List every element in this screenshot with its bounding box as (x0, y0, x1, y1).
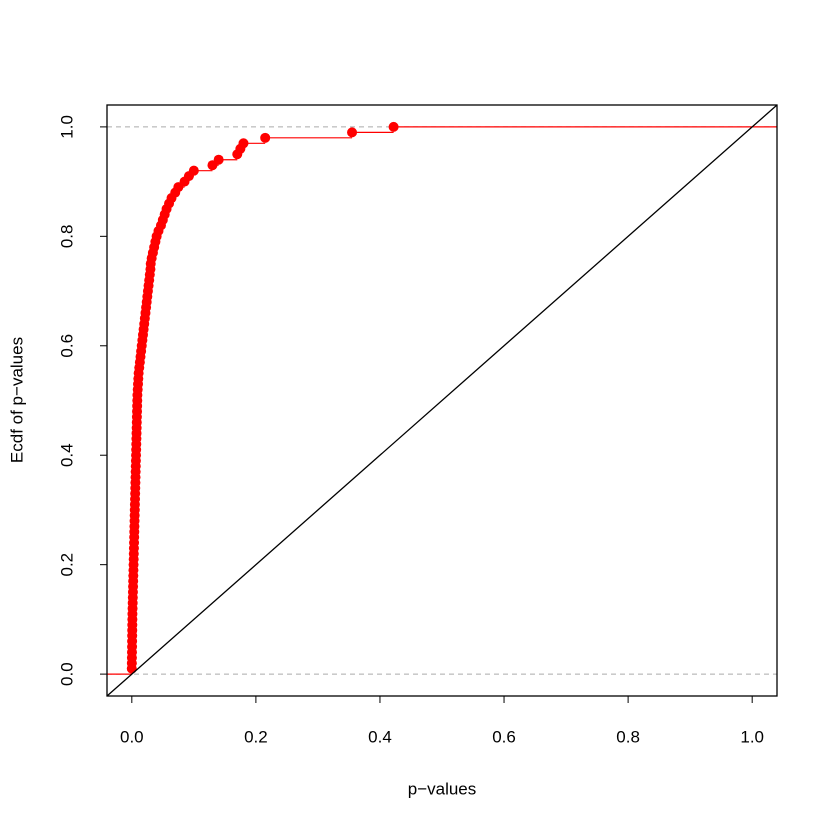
x-tick-label: 0.2 (244, 727, 268, 746)
ecdf-point (213, 154, 224, 165)
x-tick-label: 0.0 (120, 727, 144, 746)
ecdf-point (260, 132, 271, 143)
ecdf-point (238, 138, 249, 149)
ecdf-point (347, 127, 358, 138)
y-tick-label: 0.0 (57, 662, 76, 686)
x-tick-label: 0.8 (616, 727, 640, 746)
diagonal-line (106, 104, 778, 697)
x-tick-label: 1.0 (740, 727, 764, 746)
y-tick-label: 1.0 (57, 115, 76, 139)
ecdf-point (188, 165, 199, 176)
y-axis-label: Ecdf of p−values (7, 337, 26, 463)
ecdf-point (388, 121, 399, 132)
y-tick-label: 0.6 (57, 334, 76, 358)
x-axis-label: p−values (408, 779, 477, 798)
x-tick-label: 0.4 (368, 727, 392, 746)
y-tick-label: 0.4 (57, 443, 76, 467)
y-tick-label: 0.8 (57, 225, 76, 249)
x-tick-label: 0.6 (492, 727, 516, 746)
y-tick-label: 0.2 (57, 553, 76, 577)
plot-frame (106, 104, 778, 697)
